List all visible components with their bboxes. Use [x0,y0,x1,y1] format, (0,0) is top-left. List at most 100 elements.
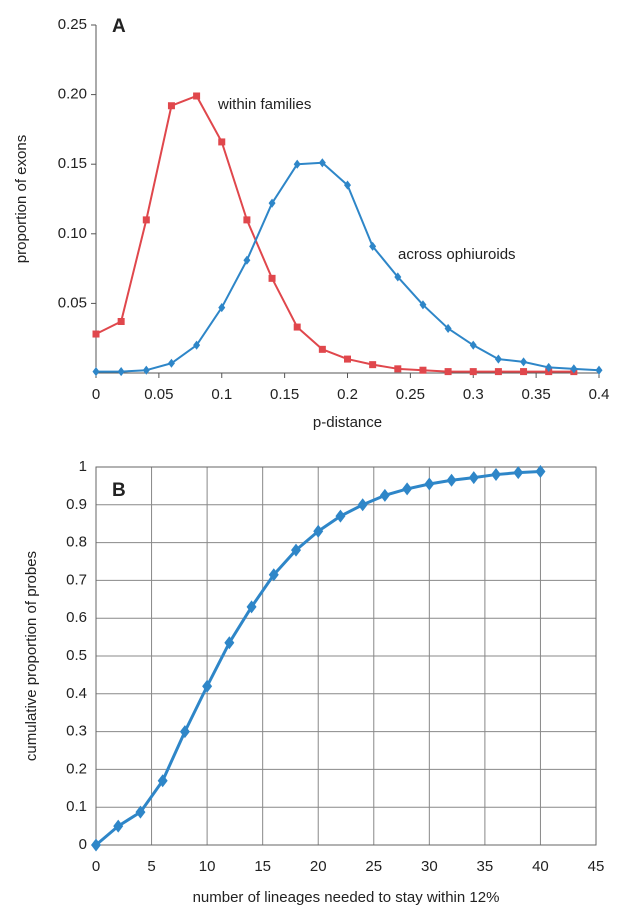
series-line [96,161,600,373]
x-tick-label: 0.4 [589,386,610,403]
y-tick-label: 0.5 [66,647,87,664]
marker [92,367,100,377]
x-tick-label: 0 [92,858,100,875]
marker [444,323,452,334]
series-annotation: within families [217,96,311,113]
x-tick-label: 0 [92,386,100,403]
marker [357,498,368,512]
marker [446,473,457,487]
y-tick-label: 0.6 [66,609,87,626]
x-tick-label: 0.35 [522,386,551,403]
marker [193,92,201,100]
x-tick-label: 0.25 [396,386,425,403]
marker [91,838,101,852]
marker [268,198,276,208]
marker [268,568,279,582]
marker [142,216,150,224]
marker [520,357,528,367]
y-axis-label: proportion of exons [13,135,30,263]
marker [313,524,324,538]
plot-frame [95,466,597,846]
marker [494,368,502,376]
y-tick-label: 0.7 [66,571,87,588]
marker [494,354,502,364]
marker [179,725,190,739]
marker [468,471,479,485]
marker [595,365,603,375]
marker [394,365,402,373]
marker [424,477,435,491]
marker [293,323,301,331]
marker [243,216,251,224]
marker [113,819,124,833]
marker [291,543,301,557]
y-tick-label: 0.20 [58,86,87,103]
marker [379,488,390,502]
panel-label: A [112,16,126,37]
y-tick-label: 0.2 [66,760,87,777]
x-tick-label: 0.1 [211,386,232,403]
marker [246,600,257,614]
marker [520,368,528,376]
marker [444,368,452,376]
y-tick-label: 0.1 [66,798,87,815]
y-tick-label: 0.15 [58,155,87,172]
x-tick-label: 0.3 [463,386,484,403]
y-tick-label: 0.4 [66,685,87,702]
x-tick-label: 5 [147,858,155,875]
marker [117,367,125,377]
y-tick-label: 0.3 [66,723,87,740]
marker [318,345,326,353]
marker [293,159,301,169]
marker [135,805,146,819]
y-tick-label: 0.9 [66,496,87,513]
x-tick-label: 35 [477,858,494,875]
marker [202,679,213,693]
x-tick-label: 10 [199,858,216,875]
marker [268,274,276,282]
marker [419,300,427,310]
marker [394,272,402,282]
marker [344,180,351,190]
y-tick-label: 0.25 [58,16,87,33]
marker [335,509,346,523]
marker [369,361,377,369]
marker [224,636,235,650]
marker [469,340,477,350]
x-axis-label: number of lineages needed to stay within… [193,889,500,906]
marker [491,468,501,482]
y-tick-label: 1 [79,458,87,475]
marker [92,330,100,338]
marker [157,774,168,788]
marker [469,368,477,376]
marker [570,364,578,374]
marker [344,355,351,363]
marker [402,482,413,496]
series-annotation: across ophiuroids [398,246,516,263]
marker [142,365,150,375]
marker [369,241,377,251]
marker [318,158,326,168]
marker [193,340,201,350]
x-tick-label: 30 [421,858,438,875]
marker [513,466,524,480]
x-tick-label: 0.05 [144,386,173,403]
marker [419,366,427,374]
marker [167,358,175,368]
series-line [95,94,574,373]
marker [167,102,175,110]
x-axis-label: p-distance [313,414,382,431]
y-tick-label: 0.10 [58,225,87,242]
x-tick-label: 0.2 [337,386,358,403]
y-tick-label: 0.05 [58,294,87,311]
marker [535,465,546,479]
x-tick-label: 25 [365,858,382,875]
x-tick-label: 45 [588,858,605,875]
marker [545,362,553,372]
x-tick-label: 20 [310,858,327,875]
marker [218,303,226,313]
y-tick-label: 0.8 [66,534,87,551]
y-tick-label: 0 [79,836,87,853]
x-tick-label: 0.15 [270,386,299,403]
